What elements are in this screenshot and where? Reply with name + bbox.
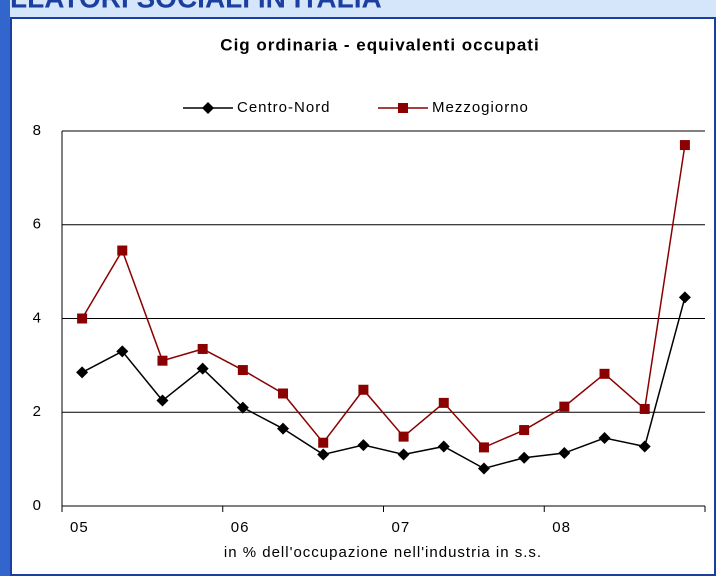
point [437, 440, 450, 453]
point [76, 366, 89, 379]
point [639, 403, 650, 414]
y-tick-label: 2 [33, 403, 42, 420]
chart-title: Cig ordinaria - equivalenti occupati [220, 35, 539, 54]
point [277, 422, 290, 435]
x-tick-label: 05 [70, 519, 89, 536]
point [196, 362, 209, 375]
point [236, 401, 249, 414]
point [519, 425, 530, 436]
point [678, 291, 691, 304]
legend-label: Mezzogiorno [432, 99, 529, 116]
y-tick-label: 8 [33, 122, 42, 139]
y-tick-label: 6 [33, 216, 42, 233]
point [598, 432, 611, 445]
x-tick-label: 06 [231, 519, 250, 536]
point [237, 365, 248, 376]
point [358, 384, 369, 395]
series-line [81, 144, 686, 449]
y-tick-label: 4 [33, 309, 42, 326]
point [559, 401, 570, 412]
point [156, 394, 169, 407]
point [558, 447, 571, 460]
point [638, 440, 651, 453]
side-strip [0, 0, 10, 576]
x-tick-label: 07 [392, 519, 411, 536]
legend-marker [398, 103, 408, 113]
point [357, 439, 370, 452]
point [278, 388, 289, 399]
point [116, 345, 129, 358]
point [318, 437, 329, 448]
point [317, 448, 330, 461]
legend-label: Centro-Nord [237, 99, 331, 116]
header: LLATORI SOCIALI IN ITALIA [10, 0, 382, 13]
x-axis-label: in % dell'occupazione nell'industria in … [224, 544, 542, 561]
point [77, 313, 88, 324]
point [117, 245, 128, 256]
point [438, 397, 449, 408]
chart-frame [10, 17, 716, 576]
point [679, 140, 690, 151]
x-tick-label: 08 [552, 519, 571, 536]
legend-marker [202, 102, 214, 114]
point [397, 448, 410, 461]
point [518, 451, 531, 464]
series-line [81, 297, 686, 470]
point [478, 442, 489, 453]
y-tick-label: 0 [33, 497, 42, 514]
point [197, 343, 208, 354]
point [398, 431, 409, 442]
point [477, 462, 490, 475]
point [599, 368, 610, 379]
point [157, 355, 168, 366]
